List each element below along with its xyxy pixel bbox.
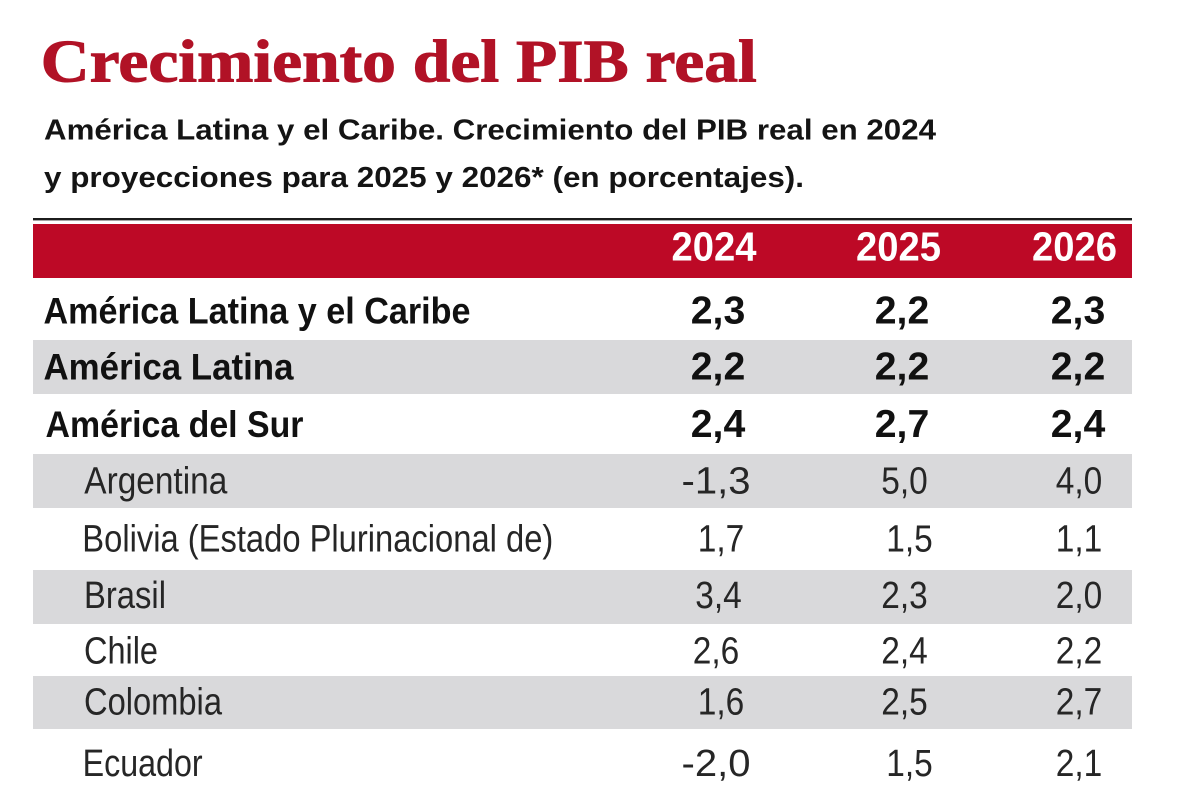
svg-text:Bolivia (Estado Plurinacional: Bolivia (Estado Plurinacional de): [82, 519, 553, 561]
svg-text:2,2: 2,2: [1051, 346, 1106, 389]
svg-text:Brasil: Brasil: [84, 575, 166, 617]
svg-text:1,5: 1,5: [886, 519, 933, 561]
svg-text:2,5: 2,5: [881, 682, 928, 724]
svg-text:Colombia: Colombia: [84, 682, 223, 724]
svg-text:América Latina y el Caribe: América Latina y el Caribe: [44, 291, 471, 332]
svg-text:2,4: 2,4: [1051, 403, 1106, 446]
svg-text:2,2: 2,2: [875, 346, 930, 389]
svg-text:3,4: 3,4: [695, 575, 742, 617]
svg-text:América del Sur: América del Sur: [46, 404, 304, 445]
svg-text:-1,3: -1,3: [682, 460, 751, 502]
svg-text:2,2: 2,2: [691, 346, 746, 389]
svg-text:Chile: Chile: [84, 631, 158, 673]
svg-text:5,0: 5,0: [881, 460, 928, 502]
svg-text:y proyecciones para 2025 y 202: y proyecciones para 2025 y 2026* (en por…: [44, 162, 804, 194]
svg-text:1,1: 1,1: [1056, 519, 1103, 561]
svg-text:2,7: 2,7: [1056, 682, 1103, 724]
svg-text:Argentina: Argentina: [84, 460, 228, 502]
svg-text:2,6: 2,6: [693, 631, 740, 673]
svg-text:América Latina: América Latina: [44, 347, 294, 388]
svg-text:2,2: 2,2: [1056, 631, 1103, 673]
svg-text:América Latina y el Caribe. Cr: América Latina y el Caribe. Crecimiento …: [44, 114, 936, 146]
svg-text:1,7: 1,7: [698, 519, 745, 561]
svg-text:4,0: 4,0: [1056, 460, 1103, 502]
svg-text:2,3: 2,3: [1051, 290, 1106, 333]
svg-text:2,4: 2,4: [691, 403, 746, 446]
svg-text:-2,0: -2,0: [682, 743, 751, 785]
svg-text:1,5: 1,5: [886, 743, 933, 785]
svg-text:Ecuador: Ecuador: [83, 743, 203, 785]
svg-text:2,2: 2,2: [875, 290, 930, 333]
svg-text:2,3: 2,3: [881, 575, 928, 617]
svg-text:Crecimiento del PIB real: Crecimiento del PIB real: [41, 29, 757, 96]
svg-text:2,1: 2,1: [1056, 743, 1103, 785]
svg-text:2,0: 2,0: [1056, 575, 1103, 617]
svg-text:2026: 2026: [1032, 224, 1117, 270]
svg-text:2,4: 2,4: [881, 631, 928, 673]
svg-text:2,7: 2,7: [875, 403, 930, 446]
svg-text:2024: 2024: [672, 224, 757, 270]
svg-text:1,6: 1,6: [698, 682, 745, 724]
svg-text:2025: 2025: [856, 224, 941, 270]
svg-text:2,3: 2,3: [691, 290, 746, 333]
